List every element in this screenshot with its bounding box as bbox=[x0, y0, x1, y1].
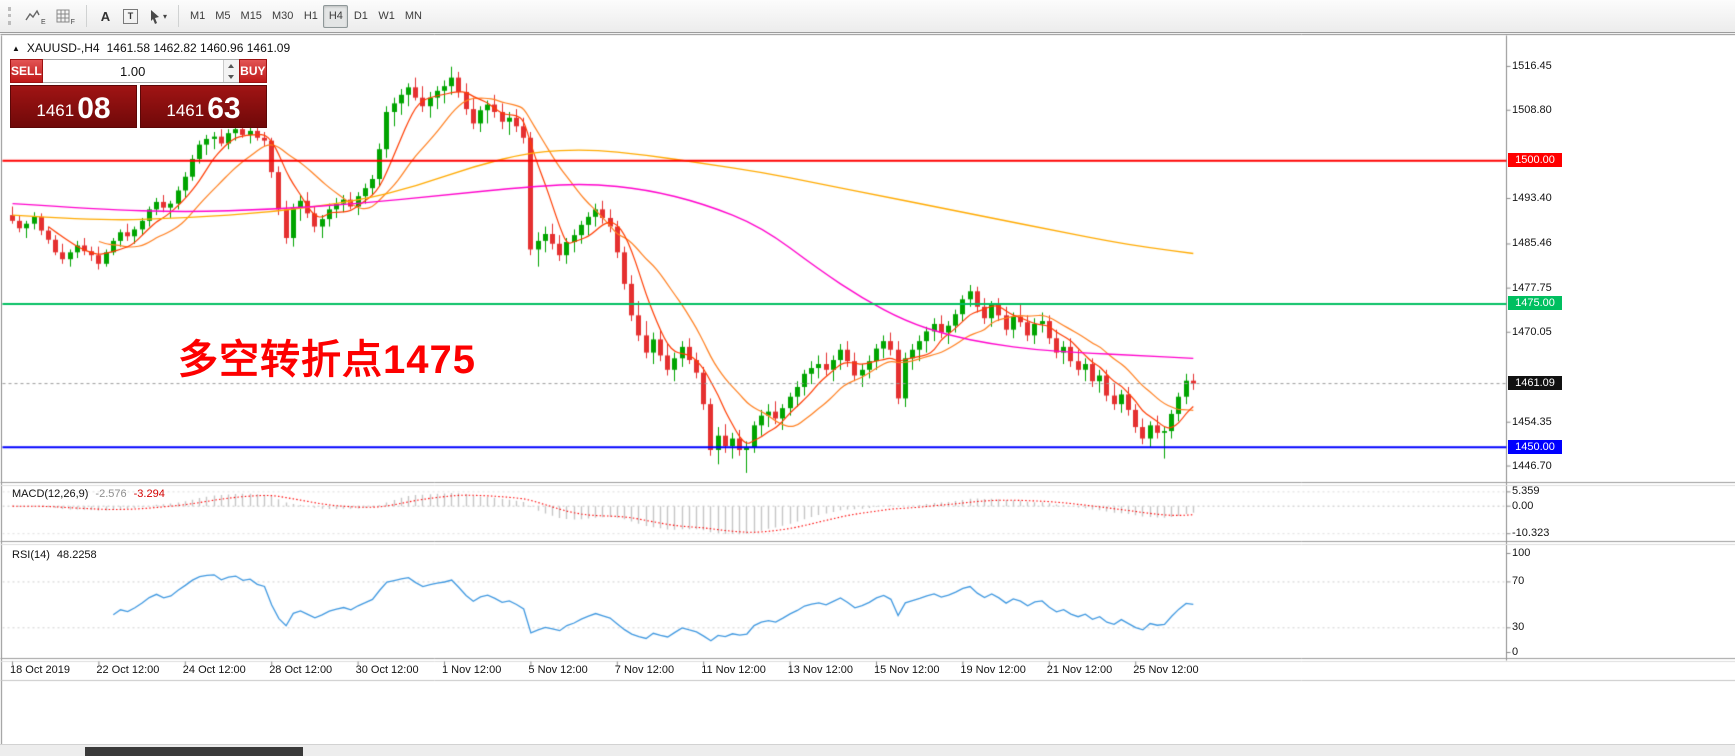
price-tick-label: 1493.40 bbox=[1512, 191, 1552, 204]
equity-chart-icon bbox=[25, 9, 40, 21]
macd-name-label: MACD(12,26,9) bbox=[12, 488, 89, 500]
grid-icon-button[interactable]: F bbox=[51, 5, 80, 28]
trade-panel-price-tiles: 1461 08 1461 63 bbox=[10, 85, 267, 128]
date-tick-label: 21 Nov 12:00 bbox=[1046, 664, 1113, 676]
text-tool-button[interactable]: T bbox=[118, 5, 143, 28]
timeframe-mn-button[interactable]: MN bbox=[400, 5, 427, 28]
ask-price-pips: 63 bbox=[207, 92, 241, 125]
chevron-down-icon: ▾ bbox=[162, 11, 167, 21]
price-tick-label: 1446.70 bbox=[1512, 459, 1552, 472]
macd-tick-label: 0.00 bbox=[1512, 499, 1534, 512]
date-tick-label: 30 Oct 12:00 bbox=[355, 664, 419, 676]
rsi-tick-label: 0 bbox=[1512, 646, 1519, 658]
rsi-name-label: RSI(14) bbox=[12, 549, 50, 561]
rsi-header: RSI(14) 48.2258 bbox=[12, 549, 97, 561]
date-tick-label: 5 Nov 12:00 bbox=[528, 664, 588, 676]
price-level-tag: 1500.00 bbox=[1508, 153, 1562, 168]
lot-increase-button[interactable] bbox=[223, 60, 239, 71]
text-t-icon: T bbox=[122, 8, 138, 24]
date-tick-label: 18 Oct 2019 bbox=[10, 664, 70, 676]
rsi-tick-label: 100 bbox=[1512, 547, 1531, 559]
macd-tick-label: 5.359 bbox=[1512, 485, 1540, 498]
price-tick-label: 1454.35 bbox=[1512, 415, 1552, 428]
macd-tick-label: -10.323 bbox=[1512, 527, 1550, 540]
price-tick-label: 1485.46 bbox=[1512, 237, 1552, 250]
date-tick-label: 1 Nov 12:00 bbox=[442, 664, 502, 676]
date-tick-label: 22 Oct 12:00 bbox=[96, 664, 160, 676]
date-tick-label: 15 Nov 12:00 bbox=[874, 664, 940, 676]
toolbar-grip[interactable] bbox=[8, 7, 14, 25]
timeframe-m30-button[interactable]: M30 bbox=[267, 5, 298, 28]
rsi-tick-label: 70 bbox=[1512, 575, 1525, 588]
price-tick-label: 1516.45 bbox=[1512, 59, 1552, 72]
timeframe-h4-button[interactable]: H4 bbox=[323, 4, 349, 28]
icon-badge-e: E bbox=[41, 18, 46, 26]
ask-price-main: 1461 bbox=[166, 101, 205, 120]
scrollbar-thumb[interactable] bbox=[85, 747, 303, 756]
bid-price-main: 1461 bbox=[36, 101, 75, 120]
price-level-tag: 1450.00 bbox=[1508, 439, 1562, 454]
current-price-tag: 1461.09 bbox=[1508, 376, 1562, 391]
timeframe-m1-button[interactable]: M1 bbox=[185, 5, 210, 28]
chart-title: ▲ XAUUSD-,H4 1461.58 1462.82 1460.96 146… bbox=[12, 41, 290, 55]
buy-button[interactable]: BUY bbox=[238, 59, 267, 83]
arrow-up-icon bbox=[228, 63, 235, 68]
sell-price-tile[interactable]: 1461 08 bbox=[10, 85, 137, 128]
date-tick-label: 13 Nov 12:00 bbox=[787, 664, 854, 676]
timeframe-m5-button[interactable]: M5 bbox=[210, 5, 235, 28]
one-click-trading-panel: SELL BUY 1461 08 1461 63 bbox=[10, 59, 267, 128]
lot-size-field bbox=[42, 59, 239, 83]
chart-text-annotation: 多空转折点1475 bbox=[178, 338, 476, 382]
lot-size-stepper bbox=[222, 60, 239, 82]
macd-main-value: -2.576 bbox=[95, 488, 127, 500]
date-tick-label: 7 Nov 12:00 bbox=[614, 664, 675, 676]
timeframe-h1-button[interactable]: H1 bbox=[298, 5, 323, 28]
rsi-value: 48.2258 bbox=[56, 549, 97, 561]
toolbar: E F A T ▾ M1 M5 M15 M30 H1 H4 bbox=[0, 0, 1735, 33]
price-tick-label: 1477.75 bbox=[1512, 281, 1552, 294]
cursor-tool-button[interactable]: ▾ bbox=[143, 5, 172, 28]
collapse-chart-icon[interactable]: ▲ bbox=[12, 43, 20, 53]
macd-header: MACD(12,26,9) -2.576 -3.294 bbox=[12, 488, 165, 500]
price-tick-label: 1508.80 bbox=[1512, 103, 1552, 116]
toolbar-separator bbox=[177, 5, 179, 27]
macd-signal-value: -3.294 bbox=[133, 488, 165, 500]
timeframe-w1-button[interactable]: W1 bbox=[373, 5, 400, 28]
date-tick-label: 24 Oct 12:00 bbox=[182, 664, 246, 676]
font-tool-button[interactable]: A bbox=[93, 5, 118, 28]
price-level-tag: 1475.00 bbox=[1508, 296, 1562, 311]
letter-a-icon: A bbox=[100, 8, 111, 24]
cursor-icon bbox=[150, 9, 159, 24]
date-tick-label: 11 Nov 12:00 bbox=[701, 664, 766, 676]
price-tick-label: 1470.05 bbox=[1512, 325, 1552, 338]
toolbar-separator bbox=[85, 5, 87, 27]
timeframe-d1-button[interactable]: D1 bbox=[348, 5, 373, 28]
symbol-period-label: XAUUSD-,H4 bbox=[26, 41, 100, 55]
timeframe-m15-button[interactable]: M15 bbox=[236, 5, 267, 28]
trade-panel-top-row: SELL BUY bbox=[10, 59, 267, 83]
lot-size-input[interactable] bbox=[42, 60, 223, 82]
horizontal-scrollbar[interactable] bbox=[0, 744, 1735, 756]
icon-badge-f: F bbox=[70, 18, 75, 26]
equity-chart-icon-button[interactable]: E bbox=[20, 5, 51, 28]
arrow-down-icon bbox=[228, 74, 235, 79]
date-tick-label: 28 Oct 12:00 bbox=[269, 664, 333, 676]
sell-button[interactable]: SELL bbox=[10, 59, 43, 83]
date-tick-label: 19 Nov 12:00 bbox=[960, 664, 1026, 676]
buy-price-tile[interactable]: 1461 63 bbox=[140, 85, 267, 128]
date-tick-label: 25 Nov 12:00 bbox=[1133, 664, 1199, 676]
rsi-tick-label: 30 bbox=[1512, 621, 1525, 634]
grid-icon bbox=[56, 9, 70, 23]
lot-decrease-button[interactable] bbox=[223, 71, 239, 82]
bid-price-pips: 08 bbox=[77, 92, 111, 125]
ohlc-values: 1461.58 1462.82 1460.96 1461.09 bbox=[106, 41, 291, 55]
